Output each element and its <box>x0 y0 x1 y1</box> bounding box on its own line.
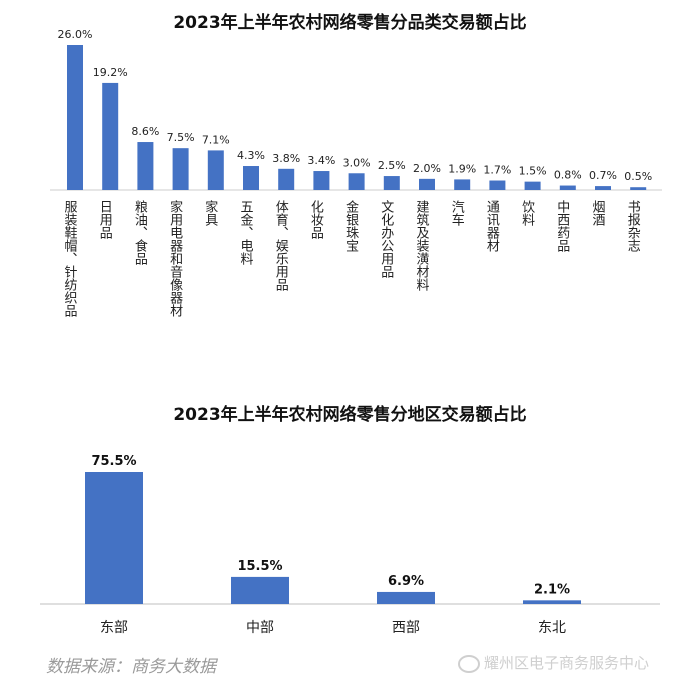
data-label: 7.1% <box>202 133 230 146</box>
category-label: 五金、电料 <box>238 200 254 265</box>
data-label: 7.5% <box>167 131 195 144</box>
data-label: 3.4% <box>307 154 335 167</box>
bar <box>454 179 471 190</box>
bar <box>383 176 400 190</box>
bar <box>231 576 289 604</box>
data-label: 0.8% <box>554 169 582 182</box>
category-label: 饮料 <box>519 200 535 226</box>
data-label: 15.5% <box>237 559 282 574</box>
chart-title-category: 2023年上半年农村网络零售分品类交易额占比 <box>173 13 527 33</box>
data-label: 2.5% <box>378 159 406 172</box>
bar <box>348 173 365 190</box>
category-label: 金银珠宝 <box>343 199 359 252</box>
wechat-icon <box>458 654 480 673</box>
bar <box>559 185 576 190</box>
data-label: 2.1% <box>534 582 570 597</box>
chart-title-region: 2023年上半年农村网络零售分地区交易额占比 <box>173 405 527 425</box>
data-label: 1.9% <box>448 162 476 175</box>
data-label: 1.5% <box>519 165 547 178</box>
category-label: 东部 <box>100 620 128 636</box>
category-label: 西部 <box>392 620 420 636</box>
bar <box>207 150 224 190</box>
watermark: 耀州区电子商务服务中心 <box>458 652 649 673</box>
data-label: 2.0% <box>413 162 441 175</box>
category-label: 服装鞋帽、针纺织品 <box>62 200 78 317</box>
bar <box>172 148 189 190</box>
data-label: 3.8% <box>272 152 300 165</box>
data-label: 0.7% <box>589 169 617 182</box>
category-label: 文化办公用品 <box>378 200 394 278</box>
bar <box>102 82 119 190</box>
category-label: 东北 <box>538 620 566 636</box>
category-label: 中部 <box>246 620 274 636</box>
category-label: 家具 <box>202 199 218 226</box>
bar <box>313 171 330 190</box>
bar <box>377 591 435 604</box>
bar <box>67 45 83 190</box>
data-label: 19.2% <box>93 66 128 79</box>
bar <box>523 600 581 604</box>
bar <box>489 180 506 190</box>
data-label: 0.5% <box>624 170 652 183</box>
bar <box>137 142 154 190</box>
data-label: 26.0% <box>58 28 93 41</box>
data-label: 75.5% <box>91 454 136 469</box>
category-label: 烟酒 <box>590 200 606 226</box>
bar <box>278 168 295 190</box>
source-note: 数据来源：商务大数据 <box>46 657 216 677</box>
bar <box>595 186 611 190</box>
data-label: 3.0% <box>343 156 371 169</box>
category-bar-chart: 26.0% 服装鞋帽、针纺织品 19.2% 日用品 8.6% 粮油、食品 7.5% 家用电器和… <box>50 28 662 317</box>
category-label: 粮油、食品 <box>132 200 148 265</box>
bar <box>524 181 541 190</box>
category-label: 化妆品 <box>308 200 324 239</box>
category-label: 通讯器材 <box>484 200 500 252</box>
category-label: 书报杂志 <box>625 200 641 252</box>
category-label: 汽车 <box>449 200 465 226</box>
data-label: 8.6% <box>131 125 159 138</box>
category-label: 家用电器和音像器材 <box>167 199 183 317</box>
category-label: 建筑及装潢材料 <box>414 200 430 291</box>
category-label: 中西药品 <box>554 200 570 252</box>
bar <box>419 178 435 190</box>
watermark-text: 耀州区电子商务服务中心 <box>484 654 650 672</box>
category-label: 体育、娱乐用品 <box>273 200 289 291</box>
data-label: 4.3% <box>237 149 265 162</box>
category-label: 日用品 <box>97 200 113 239</box>
data-label: 6.9% <box>388 574 424 589</box>
bar <box>85 472 143 604</box>
bar <box>243 166 259 190</box>
bar <box>630 187 647 190</box>
data-label: 1.7% <box>483 164 511 177</box>
